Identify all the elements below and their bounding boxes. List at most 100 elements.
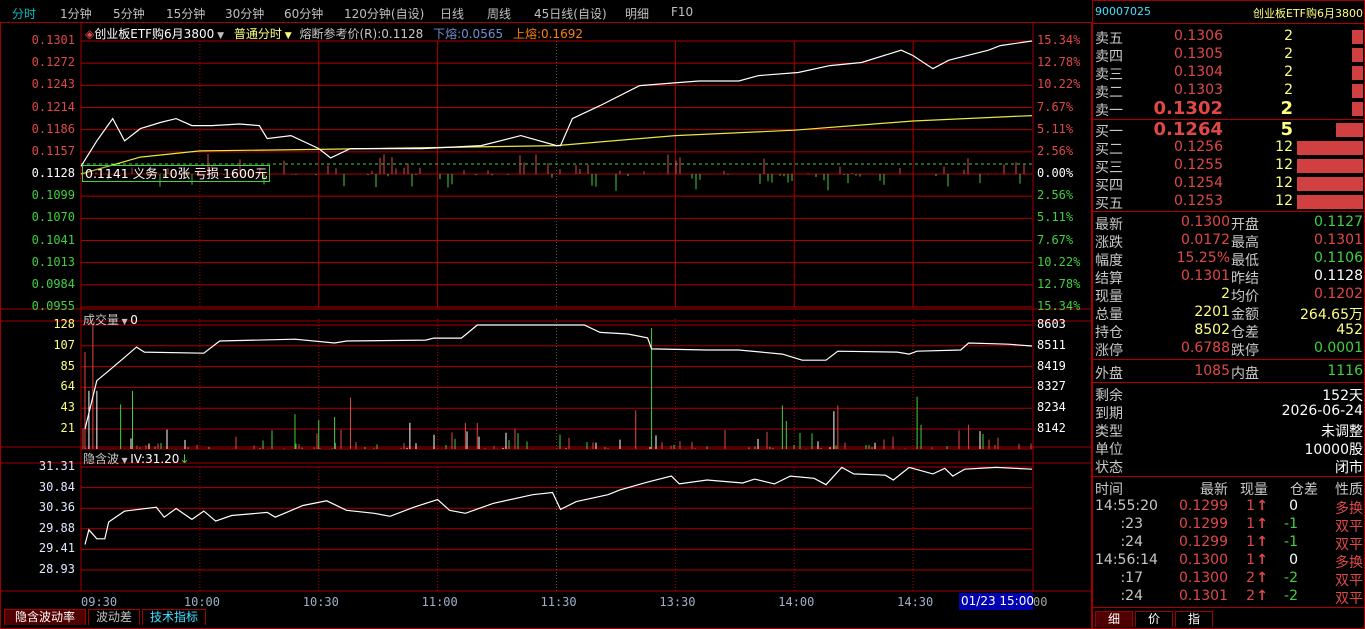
mode-dropdown-icon[interactable]: ▼ (281, 31, 292, 41)
bottom-tab-1[interactable]: 波动差 (88, 609, 140, 625)
bid-price: 0.1254 (1174, 175, 1223, 191)
contract-name[interactable]: 创业板ETF购6月3800 (94, 27, 215, 41)
stat-label: 最高 (1231, 235, 1259, 251)
intraday-chart[interactable] (1, 23, 1091, 628)
bottom-tab-2[interactable]: 技术指标 (142, 609, 206, 625)
ask-price: 0.1302 (1153, 98, 1223, 119)
ask-label: 卖三 (1095, 67, 1123, 83)
detail-tab-1[interactable]: 价 (1135, 611, 1173, 627)
open-interest-line (84, 324, 1033, 430)
bid-row: 买三 0.1255 12 (1095, 157, 1363, 176)
inner-label: 内盘 (1231, 366, 1259, 382)
position-info-box: 0.1141 义务 10张 亏损 1600元 (82, 165, 271, 182)
ask-label: 卖一 (1095, 103, 1123, 119)
detail-tab-0[interactable]: 细 (1095, 611, 1133, 627)
volume-axis-label: 128 (53, 317, 75, 331)
inner-value: 1116 (1327, 363, 1363, 379)
period-menu-bar: 分时 1分钟 5分钟 15分钟 30分钟 60分钟 120分钟(自设) 日线 周线 45日线(自设… (0, 0, 1090, 22)
stat-label: 涨停 (1095, 343, 1123, 359)
volume-title[interactable]: 成交量 (83, 313, 120, 327)
menu-item-0[interactable]: 分时 (12, 7, 37, 21)
info-row: 状态 闭市 (1095, 457, 1363, 476)
trade-oi: 0 (1289, 552, 1298, 568)
trade-row: :17 0.1300 2 ↑ -2 双平 (1095, 570, 1363, 589)
trade-time: :23 (1120, 516, 1143, 532)
iv-dropdown-icon[interactable]: ▼ (119, 456, 131, 465)
trades-col-header: 性质 (1335, 482, 1363, 498)
trade-type: 双平 (1335, 573, 1363, 589)
trade-qty: 2 (1246, 570, 1255, 586)
contract-icon: ◈ (85, 27, 95, 41)
menu-item-2[interactable]: 5分钟 (113, 7, 145, 21)
stat-label: 跌停 (1231, 343, 1259, 359)
stat-value: 2 (1221, 286, 1230, 302)
volume-dropdown-icon[interactable]: ▼ (119, 317, 131, 326)
bid-row: 买五 0.1253 12 (1095, 193, 1363, 212)
iv-axis-label: 28.93 (38, 562, 75, 576)
stat-value: 0.1127 (1314, 214, 1363, 230)
time-axis-label: 14:00 (778, 595, 815, 609)
ask-volume-bar (1352, 66, 1363, 80)
percent-axis-label: 12.78% (1037, 276, 1081, 291)
arrow-down-icon: ↓ (179, 452, 190, 466)
contract-code: 90007025 (1095, 5, 1151, 18)
ask-volume-bar (1352, 84, 1363, 98)
bid-volume-bar (1335, 123, 1363, 137)
stat-value: 0.1301 (1314, 232, 1363, 248)
bid-label: 买五 (1095, 196, 1123, 212)
ask-qty: 2 (1284, 46, 1293, 62)
ask-qty: 2 (1284, 28, 1293, 44)
menu-item-11[interactable]: F10 (671, 5, 694, 19)
separator (1093, 23, 1364, 24)
info-value: 10000股 (1304, 442, 1363, 458)
menu-item-3[interactable]: 15分钟 (166, 7, 206, 21)
info-row: 到期 2026-06-24 (1095, 403, 1363, 422)
trade-row: :23 0.1299 1 ↑ -1 双平 (1095, 516, 1363, 535)
menu-item-4[interactable]: 30分钟 (225, 7, 265, 21)
volume-value: 0 (130, 313, 138, 327)
bid-label: 买四 (1095, 178, 1123, 194)
stat-label: 金额 (1231, 307, 1259, 323)
trade-oi: -1 (1284, 534, 1298, 550)
percent-axis-label: 2.56% (1037, 188, 1074, 203)
percent-axis-label: 10.22% (1037, 254, 1081, 269)
trade-qty: 1 (1246, 516, 1255, 532)
stat-row: 持仓 8502 仓差 452 (1095, 322, 1363, 341)
bottom-tab-0[interactable]: 隐含波动率 (4, 609, 86, 625)
menu-item-8[interactable]: 周线 (487, 7, 512, 21)
trade-time: 14:55:20 (1095, 498, 1158, 514)
volume-axis-label: 85 (60, 358, 75, 373)
info-row: 剩余 152天 (1095, 385, 1363, 404)
upper-fuse: 上熔:0.1692 (512, 27, 583, 41)
bid-label: 买二 (1095, 142, 1123, 158)
bid-qty: 12 (1275, 157, 1293, 173)
time-axis-label: 11:30 (540, 595, 577, 609)
menu-item-7[interactable]: 日线 (440, 7, 465, 21)
trade-oi: -2 (1284, 588, 1298, 604)
ask-price: 0.1304 (1174, 64, 1223, 80)
menu-item-9[interactable]: 45日线(自设) (534, 7, 607, 21)
chart-mode[interactable]: 普通分时 (233, 27, 282, 41)
bid-volume-bar (1297, 141, 1363, 155)
trade-type: 双平 (1335, 537, 1363, 553)
volume-oi-axis-label: 8142 (1037, 421, 1066, 435)
price-axis-label: 0.1186 (31, 121, 75, 136)
chart-area[interactable]: ◈创业板ETF购6月3800 ▼ 普通分时 ▼ 熔断参考价(R):0.1128 … (0, 22, 1092, 629)
stat-value: 8502 (1194, 322, 1230, 338)
contract-dropdown-icon[interactable]: ▼ (214, 31, 225, 41)
info-value: 未调整 (1321, 424, 1363, 440)
detail-tab-2[interactable]: 指 (1175, 611, 1213, 627)
menu-item-10[interactable]: 明细 (625, 7, 650, 21)
info-value: 闭市 (1335, 460, 1363, 476)
bid-price: 0.1256 (1174, 139, 1223, 155)
chart-header: ◈创业板ETF购6月3800 ▼ 普通分时 ▼ 熔断参考价(R):0.1128 … (85, 25, 583, 42)
menu-item-6[interactable]: 120分钟(自设) (344, 7, 425, 21)
bid-row: 买一 0.1264 5 (1095, 119, 1363, 140)
menu-item-5[interactable]: 60分钟 (284, 7, 324, 21)
menu-item-1[interactable]: 1分钟 (60, 7, 92, 21)
iv-title[interactable]: 隐含波 (83, 452, 120, 466)
separator (1093, 607, 1364, 608)
bid-volume-bar (1297, 195, 1363, 209)
trades-col-header: 现量 (1240, 482, 1268, 498)
ask-volume-bar (1352, 48, 1363, 62)
